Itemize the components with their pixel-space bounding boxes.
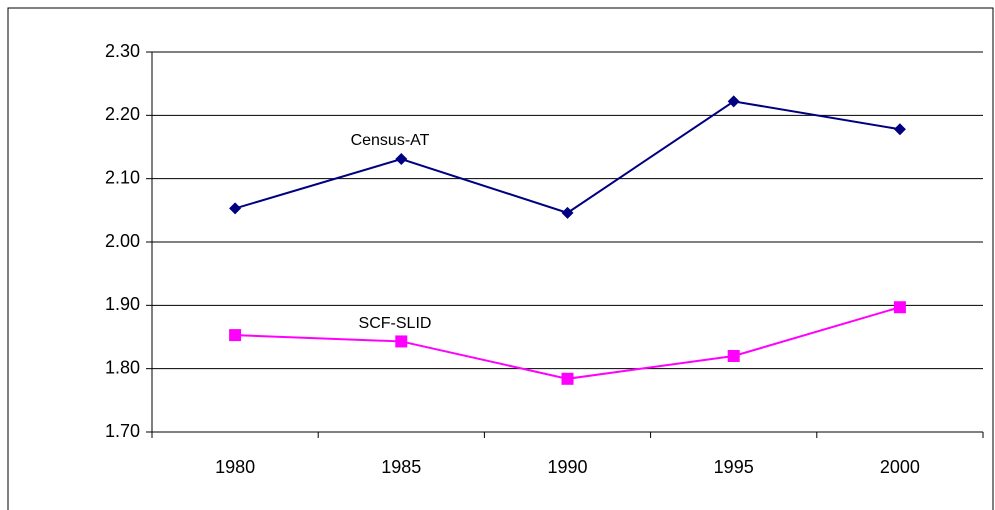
marker [727, 95, 740, 108]
series-label: Census-AT [351, 132, 430, 149]
marker [561, 372, 574, 385]
chart-frame [7, 7, 994, 510]
series-line [235, 306, 901, 380]
y-tick-label: 1.70 [105, 421, 140, 441]
marker [727, 350, 740, 362]
y-tick-label: 2.00 [105, 231, 140, 251]
marker [893, 301, 906, 314]
marker [229, 202, 242, 215]
x-tick-label: 1990 [547, 457, 587, 477]
y-tick-label: 2.20 [105, 104, 140, 124]
series-label: SCF-SLID [359, 315, 432, 332]
x-tick-label: 1985 [381, 457, 421, 477]
series-line [234, 100, 901, 214]
x-tick-label: 2000 [880, 457, 920, 477]
marker [893, 123, 906, 136]
x-tick-label: 1980 [215, 457, 255, 477]
x-tick-label: 1995 [714, 457, 754, 477]
y-tick-label: 2.10 [105, 167, 140, 187]
marker [395, 335, 408, 348]
y-tick-label: 1.80 [105, 357, 140, 377]
y-tick-label: 1.90 [105, 294, 140, 314]
marker [229, 329, 242, 342]
y-tick-label: 2.30 [105, 41, 140, 61]
marker [561, 206, 574, 219]
marker [395, 153, 408, 166]
